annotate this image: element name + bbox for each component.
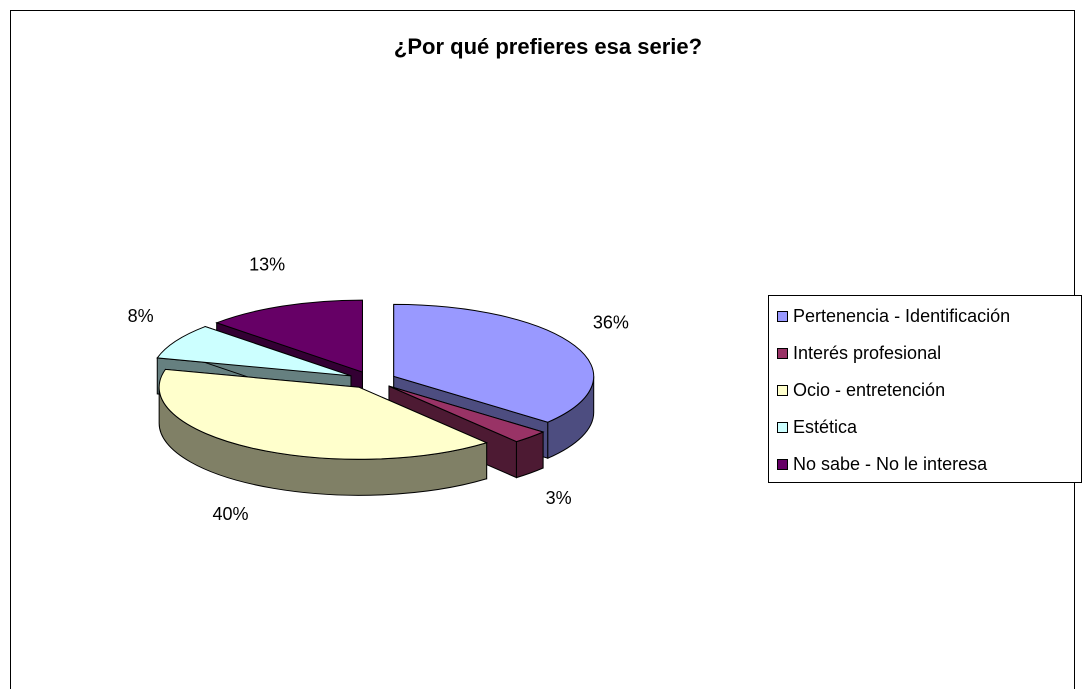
chart-title: ¿Por qué prefieres esa serie? [394, 34, 702, 59]
legend-swatch [777, 385, 788, 396]
data-label: 8% [128, 306, 154, 326]
legend-swatch [777, 422, 788, 433]
data-label: 36% [593, 313, 629, 333]
slice-top [393, 303, 595, 423]
slice-top [158, 368, 489, 460]
legend-label: Estética [793, 417, 858, 437]
pie-slice [158, 368, 489, 496]
legend-swatch [777, 311, 788, 322]
legend-box [768, 295, 1082, 483]
data-label: 40% [213, 504, 249, 524]
slice-top [215, 299, 363, 373]
legend-swatch [777, 348, 788, 359]
legend-label: Pertenencia - Identificación [793, 306, 1010, 326]
data-label: 13% [249, 255, 285, 275]
data-label: 3% [546, 488, 572, 508]
legend-label: Interés profesional [793, 343, 941, 363]
legend-swatch [777, 459, 788, 470]
slice-top [388, 385, 545, 443]
legend-label: No sabe - No le interesa [793, 454, 988, 474]
legend-label: Ocio - entretención [793, 380, 945, 400]
slice-top [156, 326, 352, 377]
